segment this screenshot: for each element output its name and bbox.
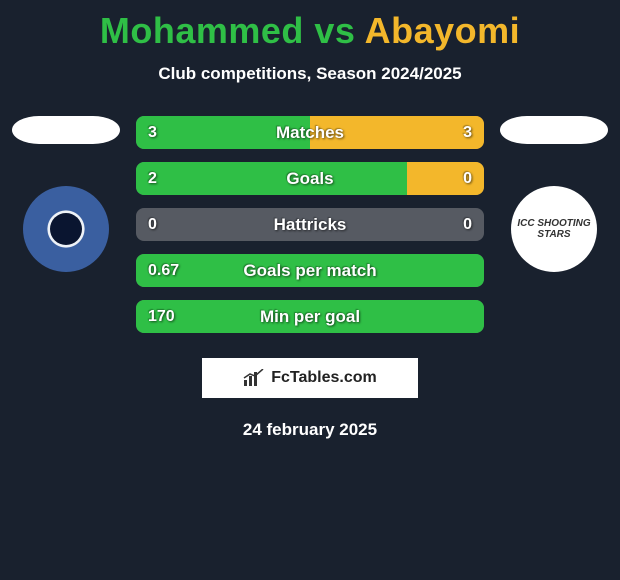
right-flag-icon bbox=[500, 116, 608, 144]
right-side-column: ICC SHOOTING STARS bbox=[494, 116, 614, 272]
brand-badge: FcTables.com bbox=[202, 358, 418, 398]
stat-label: Matches bbox=[276, 123, 344, 143]
stat-left-value: 3 bbox=[148, 124, 157, 142]
brand-chart-icon bbox=[243, 369, 265, 387]
right-club-logo: ICC SHOOTING STARS bbox=[511, 186, 597, 272]
stat-left-value: 0 bbox=[148, 216, 157, 234]
stat-row: 0 Hattricks 0 bbox=[136, 208, 484, 241]
brand-text: FcTables.com bbox=[271, 369, 377, 387]
stat-right-value: 0 bbox=[463, 216, 472, 234]
right-club-text: ICC SHOOTING STARS bbox=[515, 218, 593, 240]
stat-left-value: 2 bbox=[148, 170, 157, 188]
comparison-panel: 3 Matches 3 2 Goals 0 0 Hattricks 0 0.67 Goals per… bbox=[0, 116, 620, 346]
stat-bars: 3 Matches 3 2 Goals 0 0 Hattricks 0 0.67 Goals per… bbox=[126, 116, 494, 346]
stat-label: Goals per match bbox=[243, 261, 376, 281]
stat-label: Hattricks bbox=[274, 215, 347, 235]
stat-row: 2 Goals 0 bbox=[136, 162, 484, 195]
page-title: Mohammed vs Abayomi bbox=[0, 0, 620, 52]
stat-row: 0.67 Goals per match bbox=[136, 254, 484, 287]
stat-label: Goals bbox=[286, 169, 333, 189]
stat-label: Min per goal bbox=[260, 307, 360, 327]
stat-row: 170 Min per goal bbox=[136, 300, 484, 333]
left-club-logo bbox=[23, 186, 109, 272]
vs-text: vs bbox=[304, 10, 365, 51]
bar-right-fill bbox=[407, 162, 484, 195]
left-side-column bbox=[6, 116, 126, 272]
left-flag-icon bbox=[12, 116, 120, 144]
date-text: 24 february 2025 bbox=[0, 420, 620, 440]
stat-right-value: 3 bbox=[463, 124, 472, 142]
stat-right-value: 0 bbox=[463, 170, 472, 188]
stat-left-value: 0.67 bbox=[148, 262, 179, 280]
player-right-name: Abayomi bbox=[365, 10, 521, 51]
subtitle: Club competitions, Season 2024/2025 bbox=[0, 64, 620, 84]
stat-left-value: 170 bbox=[148, 308, 175, 326]
bar-left-fill bbox=[136, 162, 407, 195]
stat-row: 3 Matches 3 bbox=[136, 116, 484, 149]
soccer-ball-icon bbox=[50, 213, 82, 245]
player-left-name: Mohammed bbox=[100, 10, 304, 51]
